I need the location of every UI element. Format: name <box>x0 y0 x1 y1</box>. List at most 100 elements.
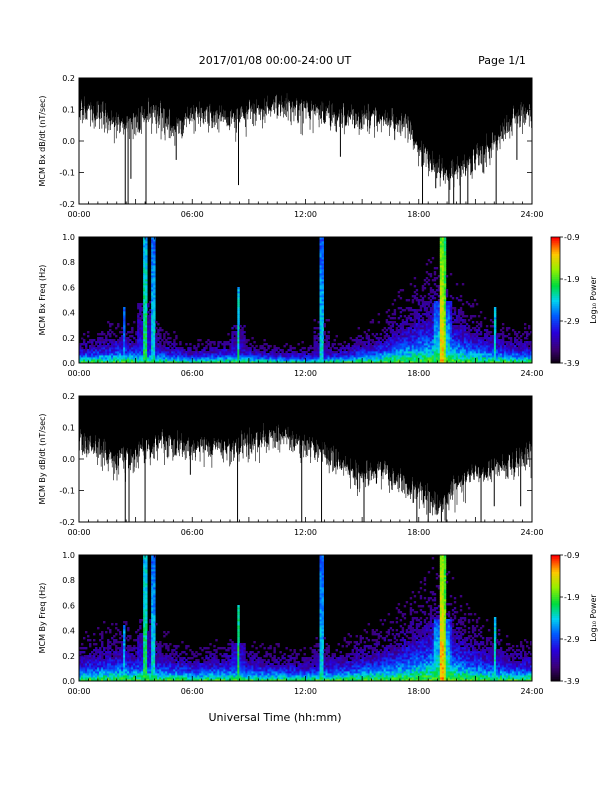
heatmap-cell <box>431 257 435 260</box>
heatmap-cell <box>433 331 437 334</box>
heatmap-cell <box>447 345 451 348</box>
heatmap-cell <box>143 659 146 662</box>
heatmap-cell <box>143 343 146 346</box>
heatmap-cell <box>245 355 248 358</box>
heatmap-cell <box>319 349 322 352</box>
heatmap-cell <box>133 355 136 358</box>
heatmap-cell <box>87 675 90 678</box>
heatmap-cell <box>375 343 379 346</box>
colorbar-segment <box>551 325 560 328</box>
heatmap-cell <box>137 357 140 360</box>
heatmap-cell <box>469 305 473 308</box>
heatmap-cell <box>439 245 443 248</box>
heatmap-cell <box>429 287 433 290</box>
heatmap-cell <box>323 345 326 348</box>
heatmap-cell <box>523 359 527 362</box>
heatmap-cell <box>217 353 220 356</box>
heatmap-cell <box>359 349 363 352</box>
heatmap-cell <box>119 677 122 680</box>
heatmap-cell <box>425 339 429 342</box>
heatmap-cell <box>429 359 433 362</box>
heatmap-cell <box>349 337 352 340</box>
heatmap-cell <box>275 361 278 364</box>
heatmap-cell <box>313 341 316 344</box>
heatmap-cell <box>409 359 413 362</box>
colorbar-segment <box>551 237 560 240</box>
heatmap-cell <box>99 333 102 336</box>
heatmap-cell <box>429 335 433 338</box>
heatmap-cell <box>291 351 294 354</box>
heatmap-cell <box>95 675 98 678</box>
heatmap-cell <box>519 357 523 360</box>
heatmap-cell <box>235 337 238 340</box>
heatmap-cell <box>89 653 92 656</box>
heatmap-cell <box>141 361 144 364</box>
heatmap-cell <box>151 249 154 252</box>
heatmap-cell <box>453 345 457 348</box>
heatmap-cell <box>117 651 120 654</box>
heatmap-cell <box>429 331 433 334</box>
heatmap-cell <box>239 339 242 342</box>
heatmap-cell <box>467 349 471 352</box>
heatmap-cell <box>383 353 387 356</box>
heatmap-cell <box>519 335 523 338</box>
heatmap-cell <box>121 339 124 342</box>
heatmap-cell <box>521 359 525 362</box>
heatmap-cell <box>119 347 122 350</box>
heatmap-cell <box>441 273 445 276</box>
heatmap-cell <box>237 357 240 360</box>
heatmap-cell <box>261 355 264 358</box>
heatmap-cell <box>361 341 365 344</box>
heatmap-cell <box>129 657 132 660</box>
heatmap-cell <box>93 667 96 670</box>
heatmap-cell <box>311 347 314 350</box>
heatmap-cell <box>153 337 156 340</box>
heatmap-cell <box>133 343 136 346</box>
heatmap-cell <box>139 643 142 646</box>
heatmap-cell <box>361 343 365 346</box>
heatmap-cell <box>343 355 346 358</box>
heatmap-cell <box>377 357 381 360</box>
heatmap-cell <box>439 327 443 330</box>
heatmap-cell <box>287 357 290 360</box>
colorbar-segment <box>551 243 560 246</box>
heatmap-cell <box>355 349 359 352</box>
heatmap-cell <box>139 313 142 316</box>
heatmap-cell <box>265 349 268 352</box>
heatmap-cell <box>347 359 350 362</box>
heatmap-cell <box>85 667 88 670</box>
heatmap-cell <box>127 647 130 650</box>
heatmap-cell <box>125 343 128 346</box>
heatmap-cell <box>121 347 124 350</box>
heatmap-cell <box>413 335 417 338</box>
heatmap-cell <box>145 609 148 612</box>
heatmap-cell <box>139 633 142 636</box>
heatmap-cell <box>439 265 443 268</box>
heatmap-cell <box>501 347 505 350</box>
heatmap-cell <box>143 309 146 312</box>
heatmap-cell <box>439 355 443 358</box>
heatmap-cell <box>119 337 122 340</box>
heatmap-cell <box>441 289 445 292</box>
heatmap-cell <box>153 319 156 322</box>
heatmap-cell <box>429 333 433 336</box>
heatmap-cell <box>377 347 381 350</box>
heatmap-cell <box>149 333 152 336</box>
heatmap-cell <box>411 359 415 362</box>
heatmap-cell <box>459 345 463 348</box>
heatmap-cell <box>361 357 365 360</box>
heatmap-cell <box>505 347 509 350</box>
heatmap-cell <box>143 595 146 598</box>
heatmap-cell <box>471 341 475 344</box>
heatmap-cell <box>117 349 120 352</box>
heatmap-cell <box>443 319 447 322</box>
heatmap-cell <box>115 641 118 644</box>
heatmap-cell <box>471 361 475 364</box>
heatmap-cell <box>483 355 487 358</box>
heatmap-cell <box>449 307 453 310</box>
heatmap-cell <box>411 345 415 348</box>
heatmap-cell <box>139 331 142 334</box>
heatmap-cell <box>475 335 479 338</box>
heatmap-cell <box>285 355 288 358</box>
y-tick-label: 0.1 <box>62 106 75 115</box>
